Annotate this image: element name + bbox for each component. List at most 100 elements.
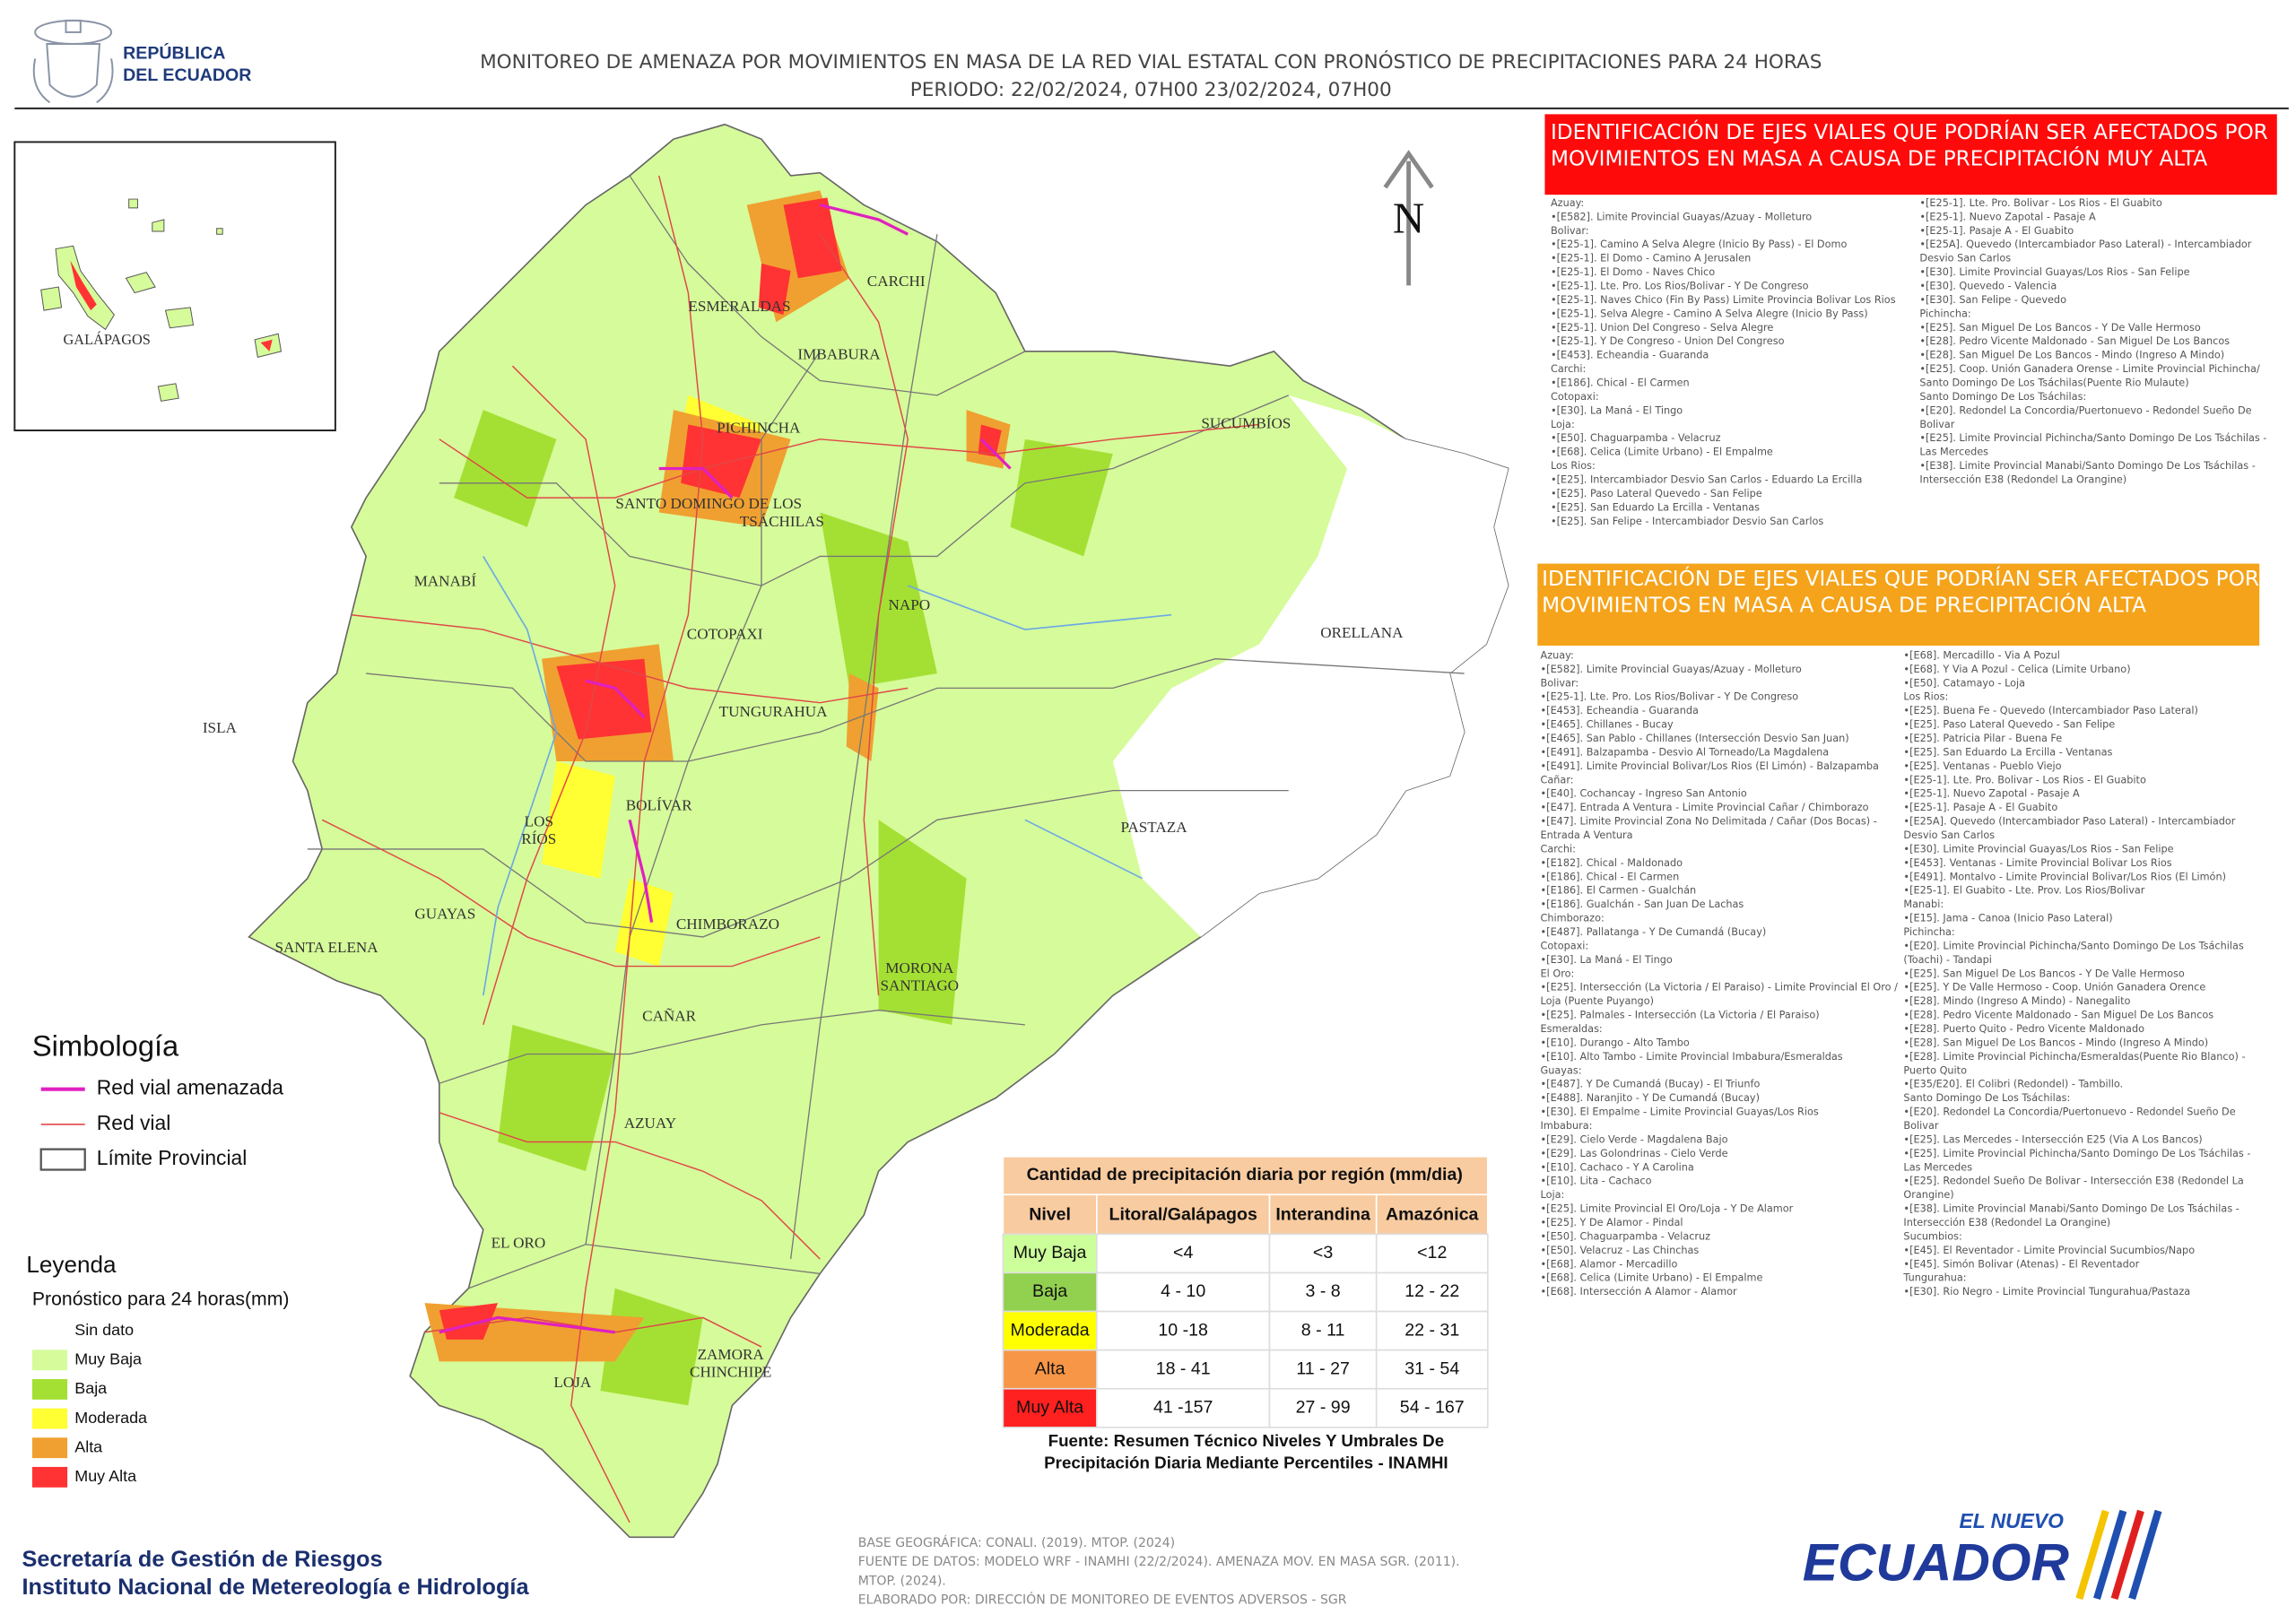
road-list-item: Esmeraldas:: [1541, 1023, 1603, 1035]
road-list-item: Santo Domingo De Los Tsáchilas:: [1903, 1092, 2070, 1104]
legend-label: Moderada: [74, 1409, 147, 1427]
road-list-item: •[E25-1]. Lte. Pro. Los Rios/Bolivar - Y…: [1551, 281, 1809, 292]
table-value: 31 - 54: [1405, 1358, 1459, 1378]
road-list-item: •[E25]. Las Mercedes - Intersección E25 …: [1903, 1133, 2202, 1145]
level-label: Alta: [1035, 1358, 1065, 1378]
road-list-item: Bolivar: [1903, 1120, 1938, 1132]
road-list-item: •[E50]. Catamayo - Loja: [1903, 677, 2025, 689]
table-value: 12 - 22: [1405, 1281, 1459, 1301]
road-list-item: •[E25]. San Eduardo La Ercilla - Ventana…: [1551, 501, 1760, 513]
legend-subtitle: Pronóstico para 24 horas(mm): [32, 1289, 290, 1309]
road-list-item: •[E186]. Chical - El Carmen: [1551, 378, 1690, 389]
road-list-item: Orangine): [1903, 1189, 1953, 1201]
road-list-item: •[E453]. Ventanas - Limite Provincial Bo…: [1903, 857, 2171, 869]
road-list-item: •[E10]. Durango - Alto Tambo: [1541, 1037, 1690, 1048]
province-label: CHIMBORAZO: [676, 916, 779, 933]
road-list-item: •[E68]. Mercadillo - Via A Pozul: [1903, 649, 2059, 661]
province-label: SANTO DOMINGO DE LOS: [615, 495, 802, 512]
road-list-item: •[E453]. Echeandia - Guaranda: [1551, 350, 1709, 361]
road-list-item: •[E25-1]. Nuevo Zapotal - Pasaje A: [1903, 788, 2080, 800]
table-value: 11 - 27: [1296, 1358, 1350, 1378]
road-list-item: •[E30]. Limite Provincial Guayas/Los Rio…: [1919, 266, 2189, 278]
brand-stripes: [2075, 1509, 2162, 1601]
road-list-item: Carchi:: [1551, 363, 1586, 375]
no-data-area: [1112, 395, 1509, 937]
road-list-item: •[E38]. Limite Provincial Manabi/Santo D…: [1903, 1203, 2239, 1215]
coat-of-arms: [32, 19, 114, 104]
province-label: ISLA: [203, 719, 238, 736]
road-list-item: Azuay:: [1551, 197, 1584, 209]
road-list-item: •[E25-1]. El Domo - Camino A Jerusalen: [1551, 253, 1751, 265]
road-list-item: •[E28]. Mindo (Ingreso A Mindo) - Nanega…: [1903, 995, 2130, 1007]
road-list-item: Entrada A Ventura: [1541, 829, 1633, 841]
road-list-item: Intersección E38 (Redondel La Orangine): [1919, 474, 2126, 486]
province-label: TUNGURAHUA: [719, 703, 828, 720]
table-cell: [1375, 1271, 1489, 1313]
road-list-item: •[E28]. San Miguel De Los Bancos - Mindo…: [1919, 350, 2224, 361]
province-label: MORONA: [885, 959, 954, 976]
province-label: SANTA ELENA: [274, 939, 378, 956]
table-header: Interandina: [1275, 1204, 1371, 1224]
road-list-item: •[E30]. El Empalme - Limite Provincial G…: [1541, 1107, 1819, 1118]
credits: FUENTE DE DATOS: MODELO WRF - INAMHI (22…: [858, 1555, 1460, 1569]
map-title: MONITOREO DE AMENAZA POR MOVIMIENTOS EN …: [480, 50, 1822, 74]
road-list-item: •[E40]. Cochancay - Ingreso San Antonio: [1541, 788, 1747, 800]
level-cell: [1002, 1387, 1098, 1428]
road-list-item: •[E25-1]. Nuevo Zapotal - Pasaje A: [1919, 211, 2096, 222]
province-label: LOJA: [553, 1374, 591, 1391]
legend-label: Alta: [74, 1437, 102, 1455]
road-list-item: •[E25]. Ventanas - Pueblo Viejo: [1903, 760, 2061, 772]
legend-label: Muy Baja: [74, 1350, 142, 1367]
province-label: ESMERALDAS: [688, 298, 790, 315]
road-list-item: •[E47]. Entrada A Ventura - Limite Provi…: [1541, 802, 1869, 813]
province-label: RÍOS: [521, 830, 556, 847]
road-list-item: •[E25]. Buena Fe - Quevedo (Intercambiad…: [1903, 705, 2197, 716]
province-label: ZAMORA: [698, 1346, 765, 1363]
table-value: 27 - 99: [1296, 1397, 1351, 1417]
road-list-item: Chimborazo:: [1541, 913, 1605, 924]
road-list-item: •[E28]. Pedro Vicente Maldonado - San Mi…: [1919, 335, 2230, 347]
road-list-item: •[E28]. Pedro Vicente Maldonado - San Mi…: [1903, 1010, 2213, 1021]
symbology-label: Límite Provincial: [97, 1146, 248, 1169]
road-list-item: •[E47]. Limite Provincial Zona No Delimi…: [1541, 816, 1877, 828]
road-list-item: •[E45]. Simón Bolivar (Atenas) - El Reve…: [1903, 1258, 2139, 1270]
road-list-item: •[E35/E20]. El Colibri (Redondel) - Tamb…: [1903, 1079, 2123, 1090]
road-list-item: •[E186]. Chical - El Carmen: [1541, 871, 1680, 882]
road-list-item: •[E25-1]. Selva Alegre - Camino A Selva …: [1551, 308, 1868, 319]
road-list-item: •[E465]. Chillanes - Bucay: [1541, 719, 1674, 731]
province-label: LOS: [525, 813, 553, 830]
province-label: PASTAZA: [1120, 819, 1187, 836]
panel-title: IDENTIFICACIÓN DE EJES VIALES QUE PODRÍA…: [1551, 119, 2268, 144]
road-list-item: •[E487]. Y De Cumandá (Bucay) - El Triun…: [1541, 1079, 1761, 1090]
road-list-item: Bolivar: [1919, 419, 1954, 430]
road-list-item: Tungurahua:: [1902, 1272, 1966, 1284]
road-list-item: Loja:: [1541, 1189, 1565, 1201]
road-list-item: Loja (Puente Puyango): [1541, 995, 1654, 1007]
legend-label: Sin dato: [74, 1321, 134, 1339]
road-list-item: •[E25]. Paso Lateral Quevedo - San Felip…: [1551, 488, 1762, 499]
province-label: CHINCHIPE: [690, 1363, 771, 1380]
road-list-item: Sucumbios:: [1903, 1230, 1961, 1242]
institution: Instituto Nacional de Metereología e Hid…: [22, 1575, 529, 1600]
road-list-item: Las Mercedes: [1903, 1161, 1972, 1173]
table-cell: [1375, 1349, 1489, 1390]
road-list-item: Los Rios:: [1903, 691, 1948, 703]
level-label: Moderada: [1011, 1320, 1090, 1340]
panel-title: MOVIMIENTOS EN MASA A CAUSA DE PRECIPITA…: [1551, 145, 2207, 170]
table-value: <3: [1313, 1243, 1333, 1263]
road-list-item: •[E30]. Limite Provincial Guayas/Los Rio…: [1903, 843, 2173, 855]
legend-label: Muy Alta: [74, 1467, 136, 1485]
road-list-item: •[E68]. Intersección A Alamor - Alamor: [1541, 1286, 1737, 1298]
road-list-item: •[E29]. Cielo Verde - Magdalena Bajo: [1541, 1133, 1728, 1145]
galapagos-islands: [40, 198, 283, 402]
table-value: 8 - 11: [1301, 1320, 1345, 1340]
inset-label: GALÁPAGOS: [64, 331, 151, 348]
road-list-item: •[E25-1]. Lte. Pro. Bolivar - Los Rios -…: [1919, 197, 2162, 209]
table-cell: [1375, 1387, 1489, 1428]
panel-header-very-high: [1544, 114, 2277, 195]
road-list-item: •[E10]. Cachaco - Y A Carolina: [1541, 1161, 1694, 1173]
road-list-item: Guayas:: [1541, 1064, 1582, 1076]
legend-label: Baja: [74, 1379, 107, 1397]
road-list-item: •[E25-1]. Lte. Pro. Bolivar - Los Rios -…: [1903, 774, 2146, 785]
threatened-roads: [439, 204, 1012, 1334]
